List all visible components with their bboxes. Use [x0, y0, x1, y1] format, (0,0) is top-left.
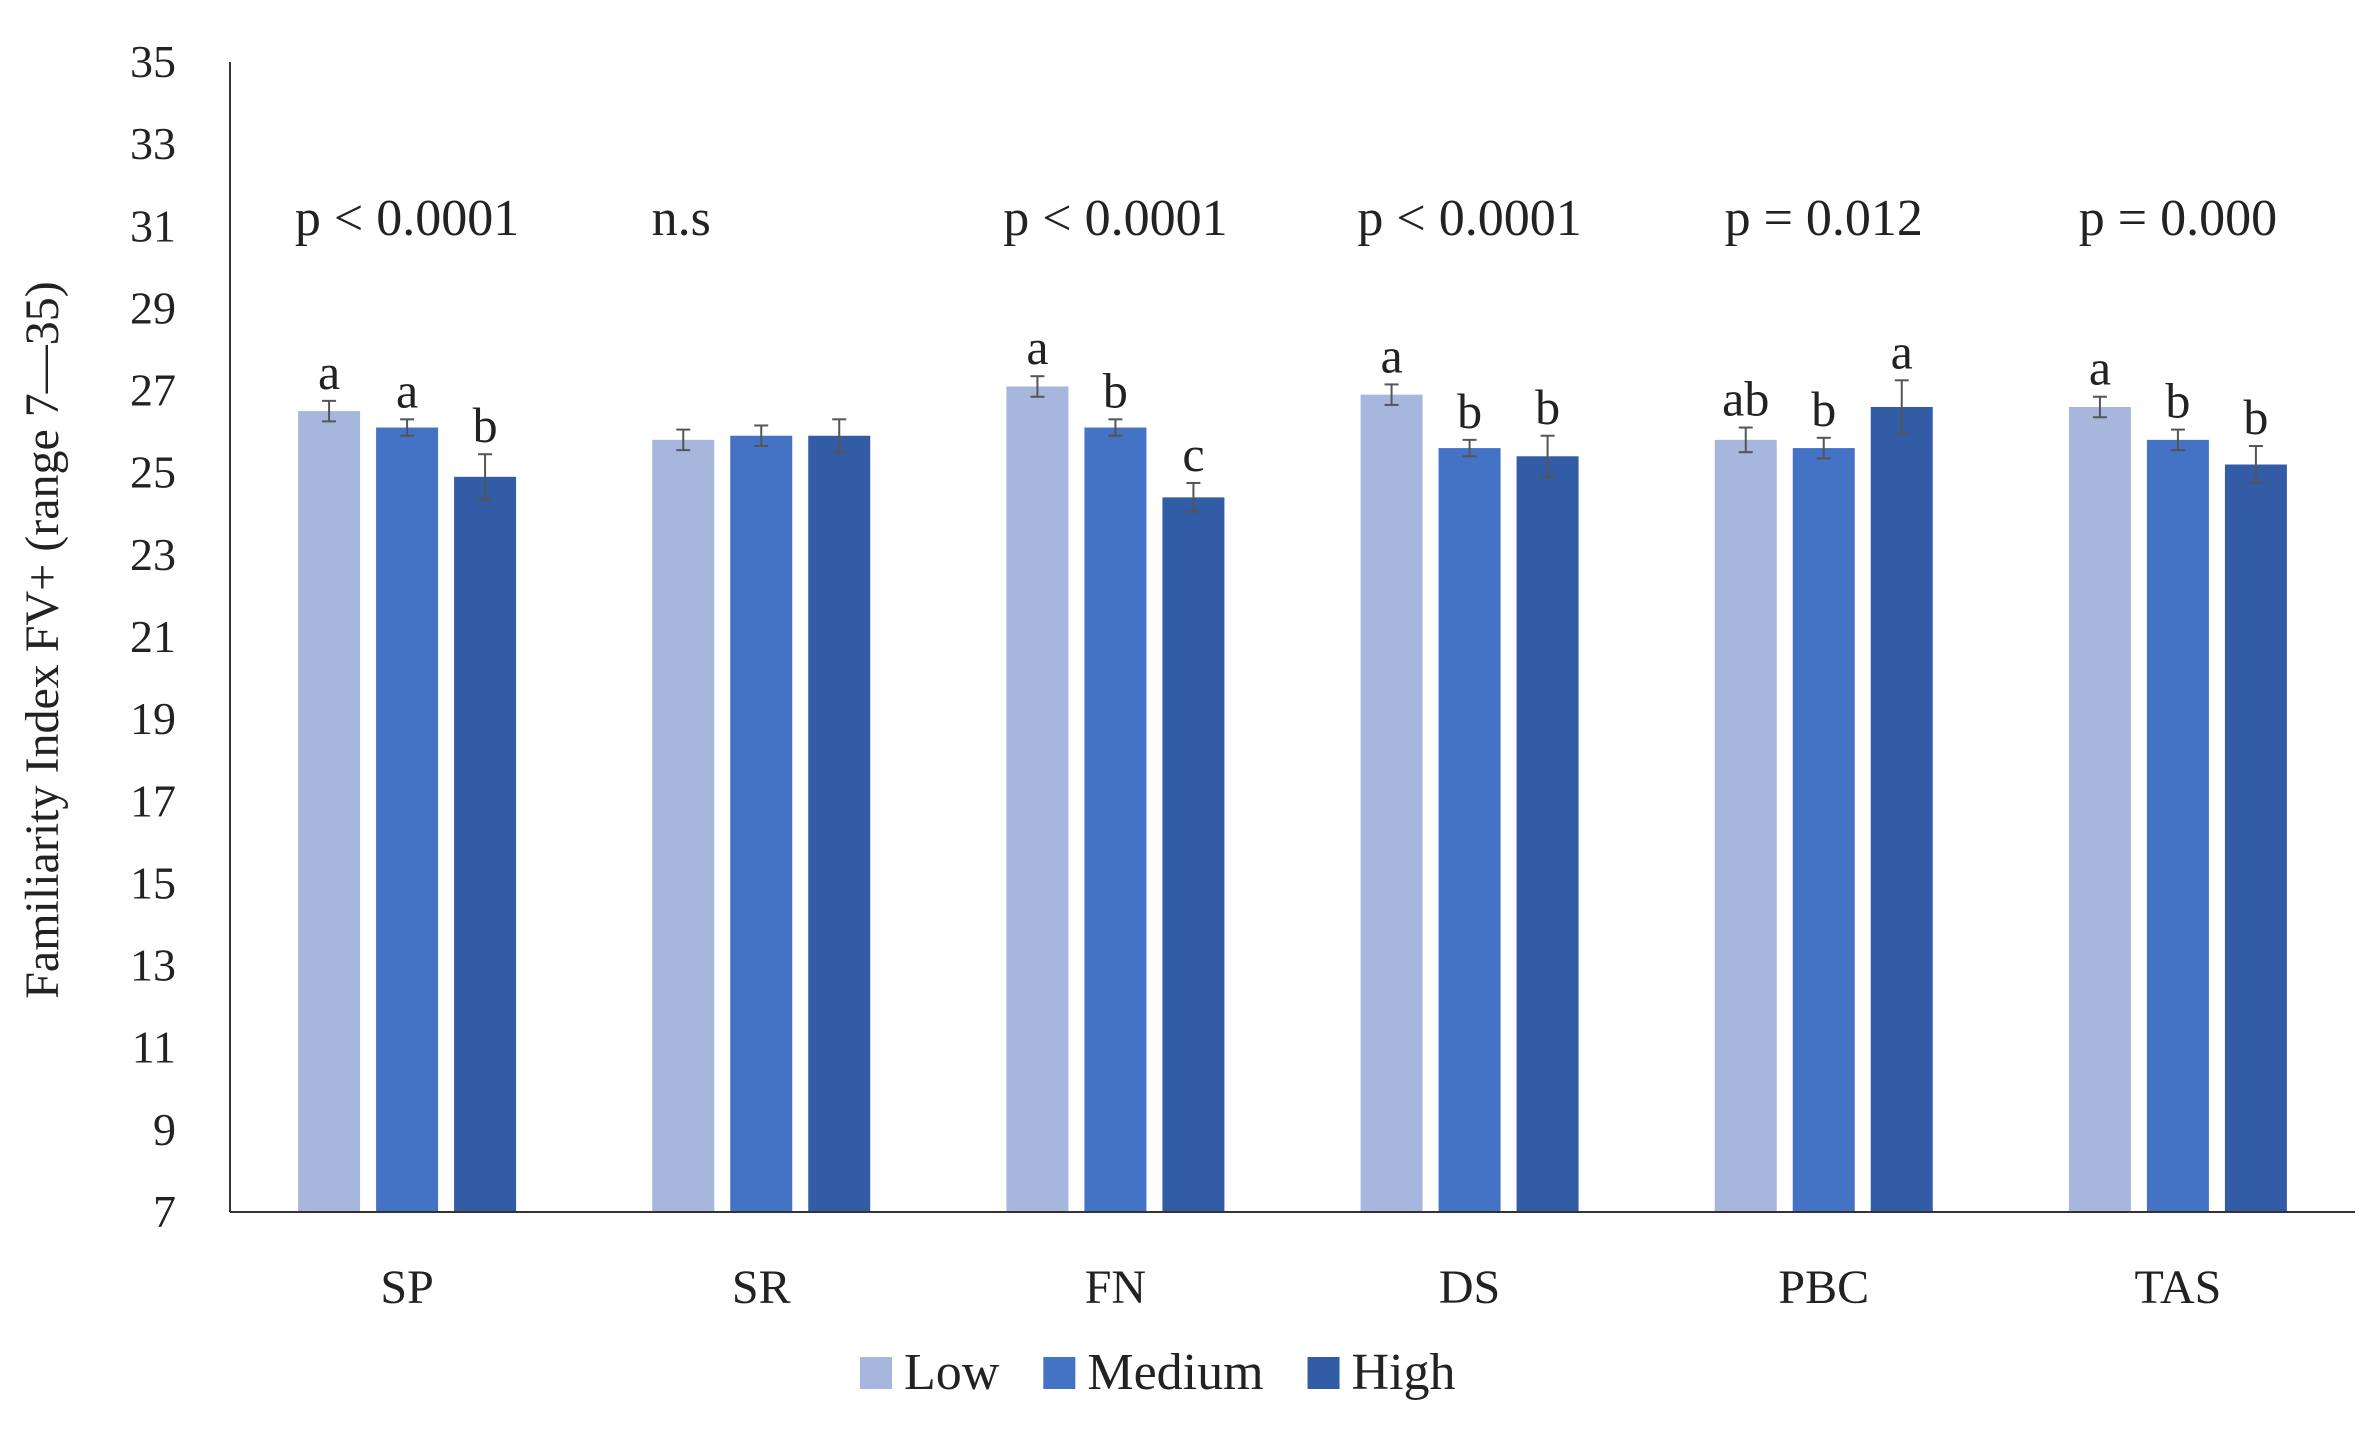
significance-letter: b — [1103, 362, 1128, 418]
significance-letter: a — [1891, 323, 1913, 379]
y-tick-label: 9 — [153, 1104, 176, 1155]
p-value-label: p < 0.0001 — [295, 190, 519, 247]
legend-swatch-high — [1307, 1357, 1340, 1389]
y-tick-label: 7 — [153, 1186, 176, 1237]
bar-low-sp — [298, 411, 361, 1212]
y-tick-label: 17 — [130, 775, 176, 826]
significance-letter: b — [1535, 379, 1560, 435]
axes — [229, 62, 2355, 1213]
y-axis-title: Familiarity Index FV+ (range 7—35) — [16, 281, 69, 999]
bar-medium-sr — [730, 435, 793, 1212]
legend-swatch-low — [860, 1357, 892, 1389]
y-tick-label: 29 — [130, 282, 176, 333]
p-value-label: p < 0.0001 — [1357, 190, 1581, 247]
bar-low-fn — [1006, 386, 1069, 1212]
category-label: SP — [380, 1261, 433, 1314]
significance-letter: a — [318, 344, 340, 400]
bar-medium-pbc — [1792, 448, 1855, 1213]
significance-letter: c — [1182, 426, 1204, 482]
bar-medium-tas — [2146, 439, 2209, 1212]
p-value-label: n.s — [652, 190, 711, 247]
y-tick-label: 25 — [130, 447, 176, 498]
bar-low-tas — [2068, 407, 2131, 1212]
y-tick-label: 27 — [130, 365, 176, 416]
legend-label: High — [1352, 1344, 1456, 1401]
p-value-label: p = 0.000 — [2079, 190, 2277, 247]
y-axis-ticks: 7 9 11 13 15 17 19 21 23 25 27 29 31 33 35 — [130, 36, 176, 1237]
category-label: DS — [1439, 1261, 1500, 1314]
y-tick-label: 11 — [132, 1022, 176, 1073]
bar-high-sr — [808, 435, 871, 1212]
bar-low-pbc — [1714, 439, 1777, 1212]
legend: Low Medium High — [860, 1344, 1456, 1401]
significance-letter: a — [396, 362, 418, 418]
significance-letter: b — [2165, 373, 2190, 429]
legend-swatch-medium — [1043, 1357, 1076, 1389]
category-label: TAS — [2134, 1261, 2221, 1314]
y-tick-label: 19 — [130, 693, 176, 744]
p-value-labels: p < 0.0001 n.s p < 0.0001 p < 0.0001 p = 0.0… — [295, 190, 2277, 247]
bar-high-tas — [2224, 464, 2287, 1212]
y-tick-label: 23 — [130, 529, 176, 580]
y-tick-label: 21 — [130, 611, 176, 662]
bars — [298, 386, 2287, 1213]
significance-letter: a — [1026, 319, 1048, 375]
category-label: PBC — [1778, 1261, 1869, 1314]
bar-medium-fn — [1084, 427, 1147, 1212]
category-labels: SP SR FN DS PBC TAS — [380, 1261, 2221, 1314]
significance-letter: ab — [1722, 371, 1769, 427]
significance-letter: b — [473, 397, 498, 453]
category-label: FN — [1085, 1261, 1146, 1314]
significance-letter: b — [1811, 381, 1836, 437]
bar-medium-sp — [376, 427, 439, 1212]
significance-letter: a — [2089, 340, 2111, 396]
category-label: SR — [732, 1261, 791, 1314]
y-tick-label: 35 — [130, 36, 176, 87]
p-value-label: p < 0.0001 — [1003, 190, 1227, 247]
bar-low-sr — [652, 439, 715, 1212]
significance-letter: b — [2243, 389, 2268, 445]
p-value-label: p = 0.012 — [1725, 190, 1923, 247]
error-bars — [322, 375, 2263, 513]
y-tick-label: 15 — [130, 857, 176, 908]
legend-label: Medium — [1087, 1344, 1263, 1401]
y-tick-label: 31 — [130, 200, 176, 251]
bar-high-ds — [1516, 456, 1579, 1212]
bar-medium-ds — [1438, 448, 1501, 1213]
legend-label: Low — [904, 1344, 1000, 1401]
y-tick-label: 13 — [130, 940, 176, 991]
bar-high-pbc — [1870, 407, 1933, 1212]
bar-high-sp — [454, 476, 517, 1213]
y-tick-label: 33 — [130, 118, 176, 169]
bar-low-ds — [1360, 394, 1423, 1212]
significance-letter: b — [1457, 383, 1482, 439]
bar-high-fn — [1162, 497, 1225, 1212]
significance-letter: a — [1380, 327, 1402, 383]
